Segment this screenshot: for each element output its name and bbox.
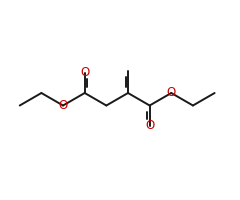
Text: O: O <box>58 99 68 112</box>
Text: O: O <box>167 86 176 99</box>
Text: O: O <box>145 119 154 132</box>
Text: O: O <box>80 66 89 79</box>
